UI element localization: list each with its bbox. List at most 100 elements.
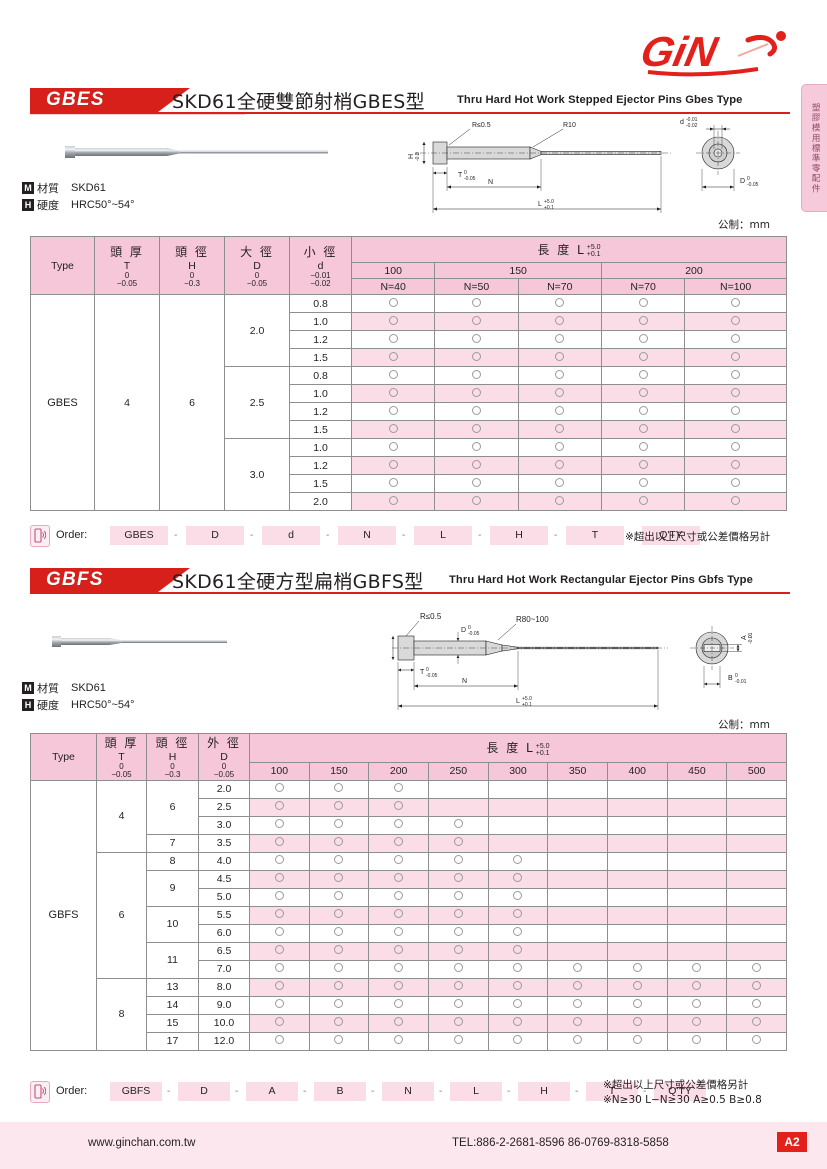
svg-text:R80~100: R80~100 — [516, 615, 549, 624]
availability-circle-icon — [638, 333, 648, 343]
availability-circle-icon — [388, 405, 398, 415]
th2-H-cn: 頭 徑 — [155, 736, 190, 750]
cell2-D-10.0: 10.0 — [198, 1013, 250, 1033]
cell2-avail-12-0 — [249, 995, 310, 1015]
order-chip-t[interactable]: T — [566, 526, 624, 545]
cell-avail-3-4 — [684, 348, 787, 367]
availability-circle-icon — [394, 855, 404, 865]
material-spec-gbes: M 材質 SKD61 — [22, 180, 106, 196]
order-chip-l[interactable]: L — [414, 526, 472, 545]
availability-circle-icon — [638, 423, 648, 433]
availability-circle-icon — [274, 981, 284, 991]
cell-avail-3-0 — [350, 348, 436, 367]
th2-length-label: 長 度 L — [486, 741, 535, 756]
cell2-avail-14-5 — [547, 1031, 608, 1051]
section-banner-shape-2 — [30, 565, 245, 595]
order-chip-l[interactable]: L — [450, 1082, 502, 1101]
svg-text:D: D — [740, 178, 745, 185]
order-chip-qty[interactable]: Q'TY — [654, 1082, 706, 1101]
material-value-gbfs: SKD61 — [71, 682, 106, 694]
availability-circle-icon — [555, 495, 565, 505]
cell2-avail-6-5 — [547, 887, 608, 907]
order-separator: - — [575, 1086, 579, 1097]
svg-text:+5.0: +5.0 — [544, 199, 554, 205]
cell2-avail-2-8 — [726, 815, 787, 835]
availability-circle-icon — [555, 333, 565, 343]
cell2-D-2.0: 2.0 — [198, 779, 250, 799]
order-chip-qty[interactable]: Q'TY — [642, 526, 700, 545]
cell2-avail-14-4 — [487, 1031, 549, 1051]
cell2-avail-12-5 — [547, 995, 608, 1015]
section-title-en-gbfs: Thru Hard Hot Work Rectangular Ejector P… — [449, 574, 753, 586]
cell2-avail-9-4 — [487, 941, 549, 961]
availability-circle-icon — [731, 369, 741, 379]
cell2-avail-2-2 — [368, 815, 429, 835]
footer-divider — [0, 1120, 827, 1122]
order-label-gbes: Order: — [56, 529, 88, 541]
cell-avail-5-1 — [434, 384, 519, 403]
availability-circle-icon — [513, 1017, 523, 1027]
cell-avail-5-3 — [600, 384, 686, 403]
cell-avail-0-4 — [684, 294, 787, 313]
cell-avail-6-1 — [434, 402, 519, 421]
availability-circle-icon — [394, 945, 404, 955]
order-note-gbes-1: ※超出以上尺寸或公差價格另計 — [625, 531, 771, 543]
order-chip-h[interactable]: H — [490, 526, 548, 545]
order-chip-gbes[interactable]: GBES — [110, 526, 168, 545]
company-logo: GiN — [630, 22, 805, 84]
availability-circle-icon — [274, 801, 284, 811]
order-chip-gbfs[interactable]: GBFS — [110, 1082, 162, 1101]
table-header-n-values: N=40 N=50 N=70 N=70 N=100 — [31, 278, 787, 295]
availability-circle-icon — [394, 999, 404, 1009]
availability-circle-icon — [471, 297, 481, 307]
cell2-avail-13-6 — [606, 1013, 668, 1033]
cell2-H-6: 6 — [146, 779, 199, 835]
cell2-avail-5-1 — [308, 869, 370, 889]
th-head-diameter: 頭 徑 H 0 −0.3 — [159, 236, 225, 295]
order-chip-d[interactable]: D — [186, 526, 244, 545]
cell2-avail-11-1 — [308, 977, 370, 997]
availability-circle-icon — [555, 369, 565, 379]
footer-website[interactable]: www.ginchan.com.tw — [88, 1137, 196, 1149]
availability-circle-icon — [388, 423, 398, 433]
table-row: 6.0 — [31, 923, 787, 943]
availability-circle-icon — [513, 981, 523, 991]
cell2-avail-6-8 — [726, 887, 787, 907]
cell-d-1.0: 1.0 — [289, 384, 352, 403]
cell-avail-4-2 — [517, 366, 602, 385]
th-D-sym: D — [253, 259, 261, 272]
cell2-avail-11-4 — [487, 977, 549, 997]
cell2-avail-5-2 — [368, 869, 429, 889]
cell2-avail-8-8 — [726, 923, 787, 943]
cell2-avail-11-6 — [606, 977, 668, 997]
availability-circle-icon — [394, 909, 404, 919]
cell-avail-11-4 — [684, 492, 787, 511]
svg-text:0: 0 — [464, 170, 467, 176]
availability-circle-icon — [752, 1035, 762, 1045]
order-chip-d[interactable]: D — [178, 1082, 230, 1101]
cell-D-3.0: 3.0 — [224, 438, 290, 511]
th-D-cn: 大 徑 — [240, 244, 274, 259]
order-chip-a[interactable]: A — [246, 1082, 298, 1101]
order-chip-b[interactable]: B — [314, 1082, 366, 1101]
cell2-avail-4-4 — [487, 851, 549, 871]
order-chip-n[interactable]: N — [382, 1082, 434, 1101]
order-chip-h[interactable]: H — [518, 1082, 570, 1101]
availability-circle-icon — [394, 927, 404, 937]
cell2-avail-5-0 — [249, 869, 310, 889]
cell2-H-13: 13 — [146, 977, 199, 997]
cell2-avail-8-0 — [249, 923, 310, 943]
order-chip-n[interactable]: N — [338, 526, 396, 545]
cell2-H-15: 15 — [146, 1013, 199, 1033]
cell2-avail-6-2 — [368, 887, 429, 907]
cell2-avail-0-5 — [547, 779, 608, 799]
th2-length-500: 500 — [726, 761, 787, 781]
cell-avail-4-1 — [434, 366, 519, 385]
availability-circle-icon — [453, 873, 463, 883]
availability-circle-icon — [453, 963, 463, 973]
cell2-avail-5-4 — [487, 869, 549, 889]
order-chip-t[interactable]: T — [586, 1082, 638, 1101]
order-chip-d[interactable]: d — [262, 526, 320, 545]
availability-circle-icon — [573, 1035, 583, 1045]
table-row: 1.5 — [31, 348, 787, 367]
